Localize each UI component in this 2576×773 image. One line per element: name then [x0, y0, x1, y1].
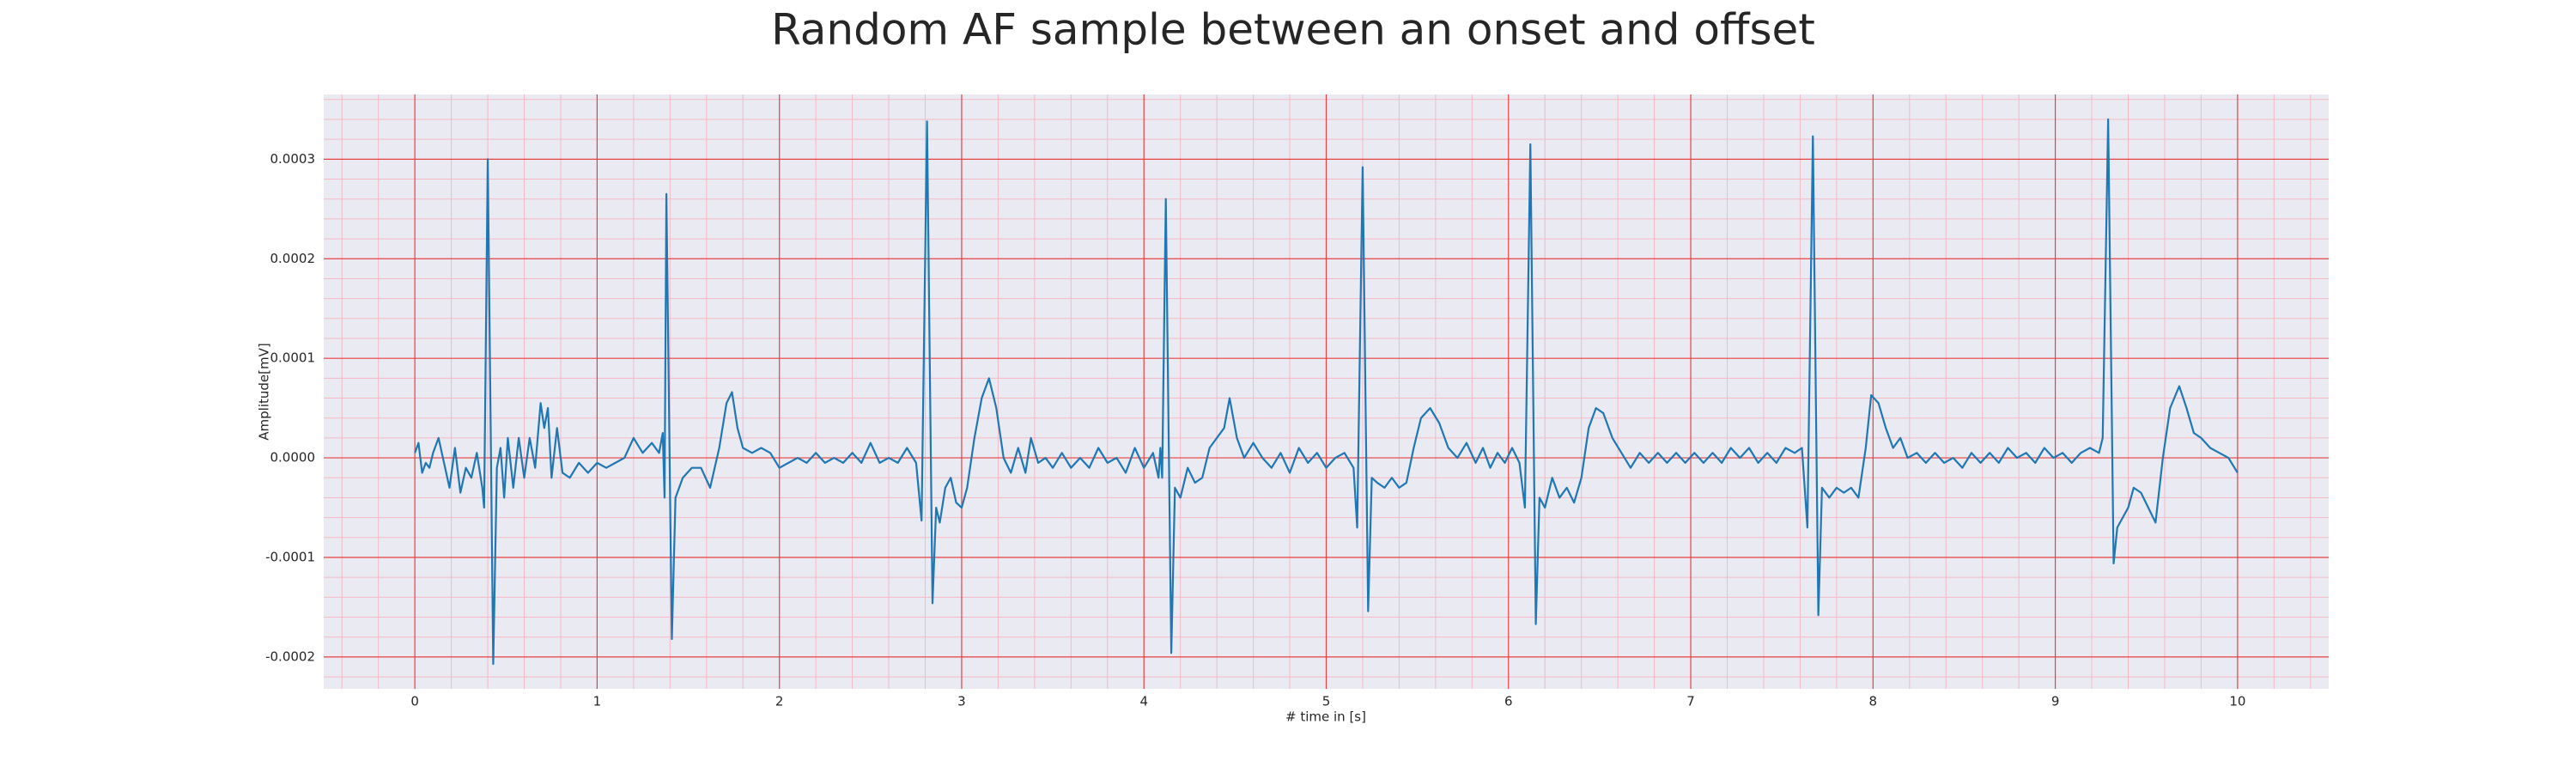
marks — [414, 118, 2239, 666]
x-axis-label: # time in [s] — [1285, 709, 1366, 725]
signal-line — [414, 118, 2239, 666]
y-tick-label: -0.0002 — [265, 648, 315, 664]
x-tick-label: 2 — [775, 694, 784, 709]
x-tick-label: 0 — [410, 694, 419, 709]
y-axis-label: Amplitude[mV] — [257, 343, 272, 440]
x-tick-label: 6 — [1504, 694, 1513, 709]
x-tick-label: 3 — [957, 694, 966, 709]
x-tick-label: 9 — [2051, 694, 2060, 709]
chart-title: Random AF sample between an onset and of… — [771, 5, 1815, 55]
y-tick-label: 0.0001 — [270, 350, 316, 366]
y-tick-label: 0.0003 — [270, 151, 316, 167]
x-tick-label: 1 — [593, 694, 602, 709]
y-tick-label: 0.0000 — [270, 450, 316, 466]
x-tick-label: 7 — [1686, 694, 1695, 709]
grid — [324, 94, 2329, 689]
x-tick-label: 10 — [2229, 694, 2245, 709]
x-tick-label: 5 — [1322, 694, 1331, 709]
y-tick-label: -0.0001 — [265, 549, 315, 564]
x-tick-label: 4 — [1139, 694, 1148, 709]
y-tick-label: 0.0002 — [270, 251, 316, 266]
x-tick-label: 8 — [1869, 694, 1878, 709]
